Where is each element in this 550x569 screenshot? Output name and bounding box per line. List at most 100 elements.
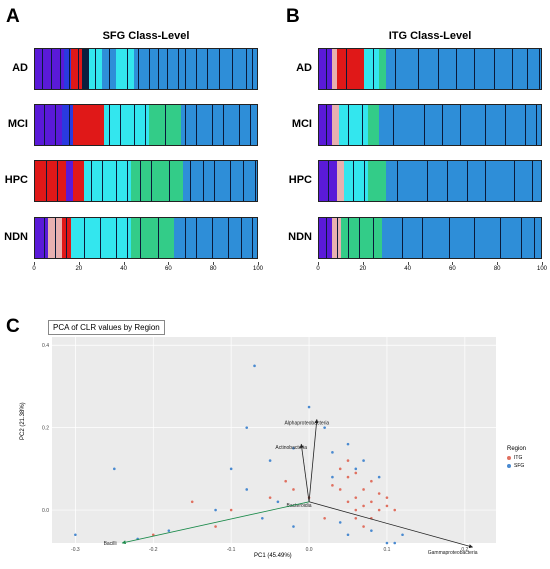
itg-stripe-ad-6	[455, 49, 457, 89]
itg-segment-hpc-3	[368, 161, 387, 201]
sfg-stripe-hpc-5	[126, 161, 128, 201]
sfg-bar-mci	[34, 104, 258, 146]
pca-point-itg	[346, 475, 350, 479]
itg-stripe-mci-5	[442, 105, 444, 145]
sfg-stripe-ndn-12	[227, 218, 229, 258]
pca-point-sfg	[229, 467, 233, 471]
sfg-row-label-ndn: NDN	[4, 231, 28, 243]
sfg-segment-ndn-2	[61, 218, 71, 258]
pca-point-itg	[354, 496, 358, 499]
sfg-stripe-mci-4	[120, 105, 122, 145]
sfg-stripe-hpc-11	[214, 161, 216, 201]
pca-vector-label-gammaproteobacteria: Gammaproteobacteria	[428, 550, 478, 556]
pca-point-sfg	[362, 459, 365, 462]
sfg-stripe-ndn-0	[43, 218, 45, 258]
pca-point-itg	[362, 488, 365, 491]
itg-stripe-hpc-6	[466, 161, 468, 201]
pca-point-itg	[377, 492, 381, 495]
itg-stripe-hpc-5	[446, 161, 448, 201]
sfg-stripe-mci-0	[43, 105, 45, 145]
sfg-stripe-mci-11	[223, 105, 225, 145]
legend-item-sfg: SFG	[507, 463, 526, 469]
sfg-stripe-ad-16	[218, 49, 220, 89]
sfg-stripe-hpc-1	[57, 161, 59, 201]
sfg-stripe-hpc-13	[243, 161, 245, 201]
pca-y-tick-label: 0.4	[42, 343, 49, 349]
pca-point-itg	[362, 504, 365, 508]
pca-point-sfg	[245, 426, 249, 429]
itg-chart-title: ITG Class-Level	[388, 30, 472, 42]
itg-stripe-ndn-8	[473, 218, 475, 258]
legend-item-itg: ITG	[507, 455, 526, 461]
pca-point-itg	[370, 479, 373, 483]
sfg-x-tick-mark	[123, 262, 125, 265]
itg-stripe-hpc-0	[327, 161, 329, 201]
pca-point-itg	[354, 471, 358, 475]
sfg-stripe-hpc-4	[115, 161, 117, 201]
sfg-segment-mci-2	[73, 105, 105, 145]
sfg-segment-hpc-0	[35, 161, 67, 201]
sfg-stripe-ad-11	[167, 49, 169, 89]
sfg-x-tick-mark	[168, 262, 170, 265]
pca-point-itg	[393, 508, 397, 512]
sfg-stripe-mci-1	[55, 105, 57, 145]
itg-stripe-ad-0	[325, 49, 327, 89]
pca-point-itg	[338, 488, 342, 491]
pca-point-itg	[362, 525, 365, 528]
itg-x-tick-mark	[452, 262, 454, 265]
sfg-stripe-hpc-0	[46, 161, 48, 201]
sfg-stripe-hpc-8	[169, 161, 171, 201]
sfg-stripe-hpc-12	[229, 161, 231, 201]
pca-y-tick-label: 0.0	[42, 508, 49, 514]
pca-point-itg	[151, 533, 155, 537]
sfg-stripe-ad-15	[207, 49, 209, 89]
sfg-stripe-ad-7	[126, 49, 128, 89]
sfg-segment-ad-0	[35, 49, 65, 89]
sfg-chart-title: SFG Class-Level	[102, 30, 190, 42]
sfg-stripe-ad-14	[196, 49, 198, 89]
sfg-stripe-ad-9	[149, 49, 151, 89]
sfg-segment-ndn-5	[173, 218, 257, 258]
itg-bar-panel: ITG Class-Level AD MCI HPC NDN 0 20 40 60 80 100	[288, 30, 547, 272]
sfg-bar-ad	[34, 48, 258, 90]
pca-point-sfg	[261, 516, 264, 520]
legend-sfg-dot	[507, 464, 511, 468]
sfg-segment-hpc-3	[84, 161, 132, 201]
pca-point-itg	[268, 496, 272, 499]
itg-segment-ad-5	[386, 49, 541, 89]
itg-stripe-ad-8	[493, 49, 495, 89]
pca-point-sfg	[346, 442, 350, 446]
itg-row-label-mci: MCI	[291, 118, 312, 130]
sfg-stripe-ndn-3	[84, 218, 86, 258]
sfg-bar-hpc	[34, 160, 258, 202]
pca-y-axis-title: PC2 (21.38%)	[20, 402, 26, 440]
itg-segment-mci-1	[332, 105, 340, 145]
sfg-stripe-ad-2	[59, 49, 61, 89]
sfg-stripe-mci-9	[196, 105, 198, 145]
itg-stripe-mci-9	[525, 105, 527, 145]
sfg-stripe-ad-1	[50, 49, 52, 89]
sfg-stripe-mci-7	[164, 105, 166, 145]
sfg-stripe-ad-13	[185, 49, 187, 89]
sfg-segment-ad-6	[115, 49, 134, 89]
itg-x-tick-label: 80	[493, 266, 501, 272]
sfg-stripe-hpc-6	[140, 161, 142, 201]
sfg-x-tick-mark	[258, 262, 259, 265]
sfg-stripe-ad-5	[95, 49, 97, 89]
pca-point-sfg	[307, 405, 311, 409]
itg-stripe-hpc-9	[531, 161, 533, 201]
pca-point-itg	[354, 508, 358, 512]
itg-x-tick-mark	[407, 262, 409, 265]
itg-stripe-mci-10	[536, 105, 538, 145]
pca-vector-alphaproteobacteria	[308, 419, 319, 502]
panel-a-letter: A	[6, 6, 20, 27]
sfg-segment-hpc-2	[73, 161, 85, 201]
itg-stripe-ad-3	[395, 49, 397, 89]
itg-stripe-hpc-7	[484, 161, 486, 201]
itg-stripe-ndn-6	[422, 218, 424, 258]
pca-point-sfg	[338, 521, 342, 524]
pca-point-itg	[385, 496, 389, 499]
sfg-stripe-mci-13	[250, 105, 252, 145]
pca-point-itg	[214, 525, 217, 528]
itg-stripe-ad-11	[538, 49, 540, 89]
